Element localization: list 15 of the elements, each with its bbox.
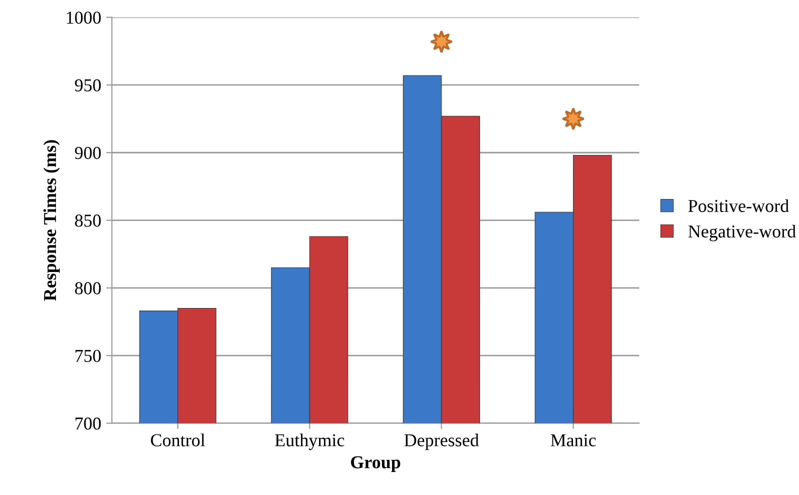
x-tick-label: Manic (550, 434, 596, 446)
x-tick-label: Depressed (404, 434, 479, 450)
y-axis-title: Response Times (ms) (43, 140, 60, 301)
y-tick-label: 700 (76, 417, 101, 430)
legend-label: Positive-word (688, 199, 789, 212)
x-axis-title: Group (350, 456, 400, 472)
y-tick-label: 750 (76, 350, 101, 362)
y-tick-label: 850 (75, 214, 101, 227)
y-tick-label: 1000 (66, 12, 101, 24)
x-tick-label: Control (150, 434, 205, 446)
y-tick-label: 900 (74, 146, 101, 160)
y-tick-label: 950 (74, 79, 101, 92)
legend-label: Negative-word (688, 224, 796, 242)
y-tick-label: 800 (75, 282, 101, 294)
x-tick-label: Euthymic (275, 434, 344, 450)
